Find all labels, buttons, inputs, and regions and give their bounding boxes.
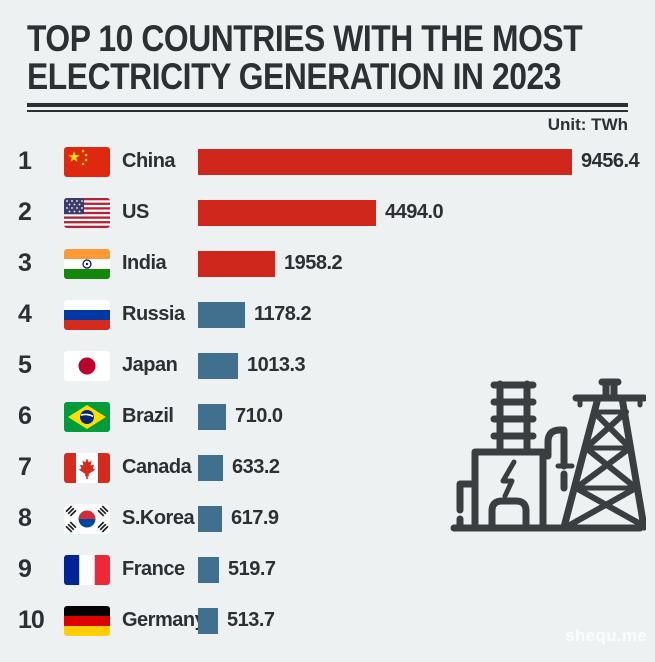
- header: TOP 10 COUNTRIES WITH THE MOST ELECTRICI…: [27, 20, 628, 112]
- chart-row: 8 S.Korea 617.9: [0, 493, 655, 544]
- chart-row: 4 Russia 1178.2: [0, 289, 655, 340]
- country-label: France: [122, 558, 185, 580]
- rank-label: 8: [18, 504, 32, 532]
- value-bar: [198, 250, 275, 277]
- flag-icon-cn: [64, 146, 110, 177]
- value-label: 617.9: [231, 507, 279, 529]
- chart-row: 9 France 519.7: [0, 544, 655, 595]
- flag-icon-de: [64, 605, 110, 636]
- power-plant-icon: [450, 378, 646, 532]
- country-label: Russia: [122, 303, 185, 325]
- value-label: 633.2: [232, 456, 280, 478]
- chart-row: 3 India 1958.2: [0, 238, 655, 289]
- flag-icon-kr: [64, 503, 110, 534]
- rank-label: 1: [18, 147, 32, 175]
- country-label: India: [122, 252, 167, 274]
- page-title-line2: ELECTRICITY GENERATION IN 2023: [27, 56, 562, 97]
- country-label: S.Korea: [122, 507, 195, 529]
- value-bar: [198, 148, 572, 175]
- chart-row: 10 Germany 513.7: [0, 595, 655, 646]
- country-label: Germany: [122, 609, 206, 631]
- value-bar: [198, 403, 226, 430]
- rank-label: 10: [18, 606, 45, 634]
- value-label: 1958.2: [284, 252, 343, 274]
- chart-row: 2 US 4494.0: [0, 187, 655, 238]
- value-bar: [198, 301, 245, 328]
- value-label: 513.7: [227, 609, 275, 631]
- page-title-line1: TOP 10 COUNTRIES WITH THE MOST: [27, 18, 583, 59]
- value-label: 519.7: [228, 558, 276, 580]
- chart-row: 7 Canada 633.2: [0, 442, 655, 493]
- rank-label: 6: [18, 402, 32, 430]
- chart-rows: 1 China 9456.4 2 US 4494.0 3 India 1958.2 4 Russia…: [0, 136, 655, 646]
- flag-icon-br: [64, 401, 110, 432]
- watermark: shequ.me: [565, 626, 647, 645]
- country-label: China: [122, 150, 176, 172]
- country-label: Brazil: [122, 405, 174, 427]
- flag-icon-jp: [64, 350, 110, 381]
- rank-label: 5: [18, 351, 32, 379]
- value-label: 9456.4: [581, 150, 640, 172]
- rank-label: 3: [18, 249, 32, 277]
- rank-label: 2: [18, 198, 32, 226]
- unit-label: Unit: TWh: [547, 115, 628, 134]
- flag-icon-us: [64, 197, 110, 228]
- value-bar: [198, 607, 218, 634]
- value-bar: [198, 505, 222, 532]
- rank-label: 9: [18, 555, 32, 583]
- flag-icon-ca: [64, 452, 110, 483]
- rank-label: 4: [18, 300, 32, 328]
- flag-icon-fr: [64, 554, 110, 585]
- value-label: 1178.2: [254, 303, 312, 325]
- value-bar: [198, 352, 238, 379]
- chart-row: 5 Japan 1013.3: [0, 340, 655, 391]
- country-label: US: [122, 201, 149, 223]
- country-label: Japan: [122, 354, 178, 376]
- title-underline: [27, 103, 628, 112]
- rank-label: 7: [18, 453, 32, 481]
- value-bar: [198, 199, 376, 226]
- flag-icon-ru: [64, 299, 110, 330]
- value-bar: [198, 556, 219, 583]
- country-label: Canada: [122, 456, 192, 478]
- value-bar: [198, 454, 223, 481]
- flag-icon-in: [64, 248, 110, 279]
- value-label: 1013.3: [247, 354, 306, 376]
- value-label: 710.0: [235, 405, 283, 427]
- value-label: 4494.0: [385, 201, 444, 223]
- chart-row: 6 Brazil 710.0: [0, 391, 655, 442]
- chart-row: 1 China 9456.4: [0, 136, 655, 187]
